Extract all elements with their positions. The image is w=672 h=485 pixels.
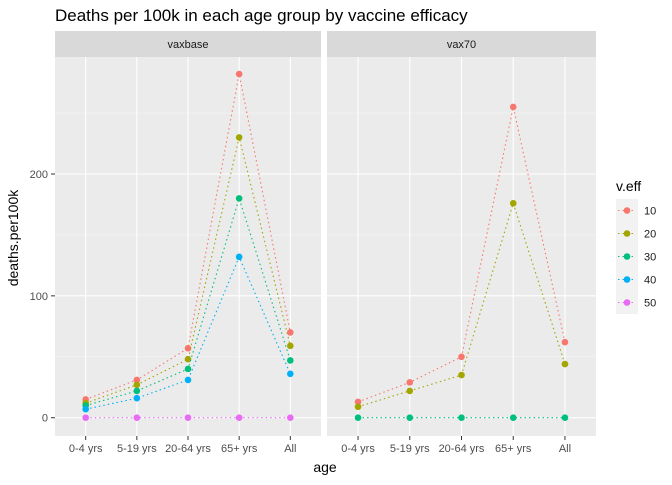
data-point [133,394,141,402]
data-point [509,414,517,422]
data-point [406,387,414,395]
data-point [184,376,192,384]
panel-vax70: vax70 0-4 yrs 5-19 yrs 20-64 yrs 65+ yrs All [327,31,596,455]
strip-background [55,31,321,57]
data-point [133,414,141,422]
x-tick-label: 65+ yrs [495,443,532,455]
y-tick-label: 0 [42,413,48,425]
data-point [133,376,141,384]
data-point [235,253,243,261]
data-point [235,70,243,78]
data-point [561,338,569,346]
strip-label: vaxbase [168,39,209,51]
x-tick-label: 65+ yrs [221,443,258,455]
x-tick-label: All [284,443,296,455]
legend: 10 20 30 40 50 [616,199,656,314]
legend-key-point [623,276,631,283]
legend-key-point [623,299,631,306]
panel-vaxbase: vaxbase 0-4 yrs 5-19 yrs 20-64 yrs 65+ yrs Al… [55,31,321,455]
data-point [235,414,243,422]
legend-label: 10 [644,206,656,218]
data-point [235,134,243,141]
x-tick-label: 20-64 yrs [439,443,485,455]
data-point [458,414,465,422]
series-line-20 [85,137,291,404]
data-point [287,329,294,336]
series-line-10 [85,73,291,400]
legend-label: 40 [644,275,656,287]
data-point [354,414,362,422]
data-point [184,414,192,422]
strip-background [327,31,596,57]
data-point [235,195,243,202]
data-point [561,360,569,368]
data-point [354,403,362,411]
data-point [354,398,362,406]
legend-title: v.eff [616,178,641,194]
data-point [287,414,294,422]
y-tick-label: 200 [30,169,48,181]
y-tick-label: 100 [30,291,48,303]
data-point [184,365,192,373]
plot-layer: vaxbase 0-4 yrs 5-19 yrs 20-64 yrs 65+ yrs Al… [30,31,656,455]
data-point [458,353,465,361]
data-point [561,414,569,422]
data-point [287,370,294,378]
data-point [406,379,414,386]
x-tick-label: 5-19 yrs [117,443,157,455]
x-tick-label: All [559,443,571,455]
legend-key-point [623,207,631,214]
x-tick-label: 0-4 yrs [341,443,375,455]
data-point [133,381,141,389]
data-point [82,414,89,422]
x-axis-label: age [313,459,337,475]
data-point [509,103,517,111]
legend-key-point [623,253,631,260]
x-tick-label: 0-4 yrs [69,443,103,455]
data-point [509,199,517,207]
chart-title: Deaths per 100k in each age group by vac… [55,6,468,25]
data-point [184,355,192,363]
data-point [287,342,294,350]
strip-label: vax70 [447,39,476,51]
legend-label: 30 [644,252,656,264]
data-point [184,344,192,352]
data-point [82,405,89,413]
data-point [133,387,141,395]
x-tick-label: 5-19 yrs [390,443,430,455]
legend-label: 50 [644,298,656,310]
data-point [287,357,294,364]
legend-label: 20 [644,229,656,241]
data-point [406,414,414,422]
y-axis-label: deaths.per100k [5,189,21,287]
x-tick-label: 20-64 yrs [165,443,211,455]
data-point [458,371,465,379]
legend-key-point [623,230,631,237]
